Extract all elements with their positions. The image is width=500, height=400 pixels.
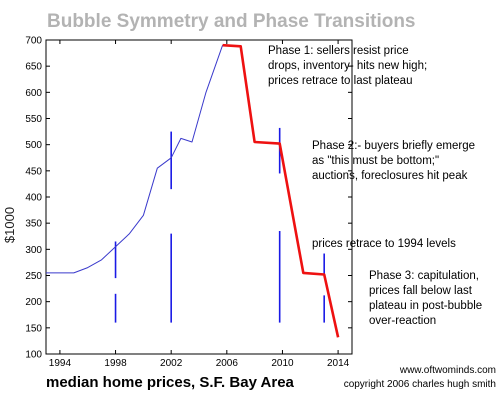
annotation-line: drops, inventory- hits new high; [268, 60, 427, 72]
annotation-line: prices retrace to 1994 levels [312, 238, 456, 250]
x-tick-label: 2014 [327, 358, 350, 369]
plot-frame [45, 39, 353, 355]
credits: www.oftwominds.com copyright 2006 charles… [344, 365, 496, 390]
annotation-phase3: Phase 3: capitulation, prices fall below … [369, 270, 482, 327]
annotation-line: plateau in post-bubble [369, 300, 482, 312]
annotation-line: Phase 1: sellers resist price [268, 45, 409, 57]
y-tick-label: 350 [25, 219, 42, 230]
x-tick-label: 1998 [104, 358, 127, 369]
y-tick-label: 600 [25, 88, 42, 99]
x-tick-label: 2010 [271, 358, 294, 369]
y-tick-label: 700 [25, 36, 42, 47]
phase-markers [114, 127, 325, 323]
y-tick-label: 300 [25, 245, 42, 256]
chart-caption: median home prices, S.F. Bay Area [46, 374, 295, 391]
y-tick-label: 150 [25, 323, 42, 334]
y-tick-label: 200 [25, 297, 42, 308]
annotation-line: auctions, foreclosures hit peak [312, 170, 468, 182]
y-tick-label: 550 [25, 114, 42, 125]
x-tick-label: 2002 [160, 358, 183, 369]
annotation-line: Phase 3: capitulation, [369, 270, 479, 282]
chart-title: Bubble Symmetry and Phase Transitions [47, 11, 416, 32]
x-axis: 1994 1998 2002 2006 2010 2014 [49, 40, 350, 369]
x-tick-label: 1994 [49, 358, 72, 369]
annotation-line: prices fall below last [369, 285, 473, 297]
y-axis-label: $1000 [2, 207, 17, 243]
annotation-phase2: Phase 2:- buyers briefly emerge as "this … [312, 140, 475, 182]
series-lines [46, 43, 340, 338]
annotation-line: prices retrace to last plateau [268, 75, 412, 87]
series-line-decline [222, 43, 340, 338]
y-tick-label: 500 [25, 140, 42, 151]
annotations: Phase 1: sellers resist price drops, inve… [268, 45, 482, 327]
y-tick-label: 400 [25, 193, 42, 204]
y-tick-label: 100 [25, 350, 42, 361]
series-line-bubble [46, 45, 224, 274]
credit-copyright: copyright 2006 charles hugh smith [344, 379, 496, 390]
annotation-line: Phase 2:- buyers briefly emerge [312, 140, 475, 152]
plot-area [45, 39, 353, 355]
y-tick-label: 250 [25, 271, 42, 282]
annotation-line: over-reaction [369, 315, 436, 327]
annotation-phase1: Phase 1: sellers resist price drops, inve… [268, 45, 427, 87]
y-axis: 100 150 200 250 300 350 400 450 500 550 600 650 700 [25, 36, 352, 361]
y-tick-label: 450 [25, 166, 42, 177]
y-tick-label: 650 [25, 62, 42, 73]
annotation-retrace: prices retrace to 1994 levels [312, 238, 456, 250]
x-tick-label: 2006 [216, 358, 239, 369]
credit-url: www.oftwominds.com [399, 365, 496, 376]
annotation-line: as "this must be bottom;" [312, 155, 439, 167]
